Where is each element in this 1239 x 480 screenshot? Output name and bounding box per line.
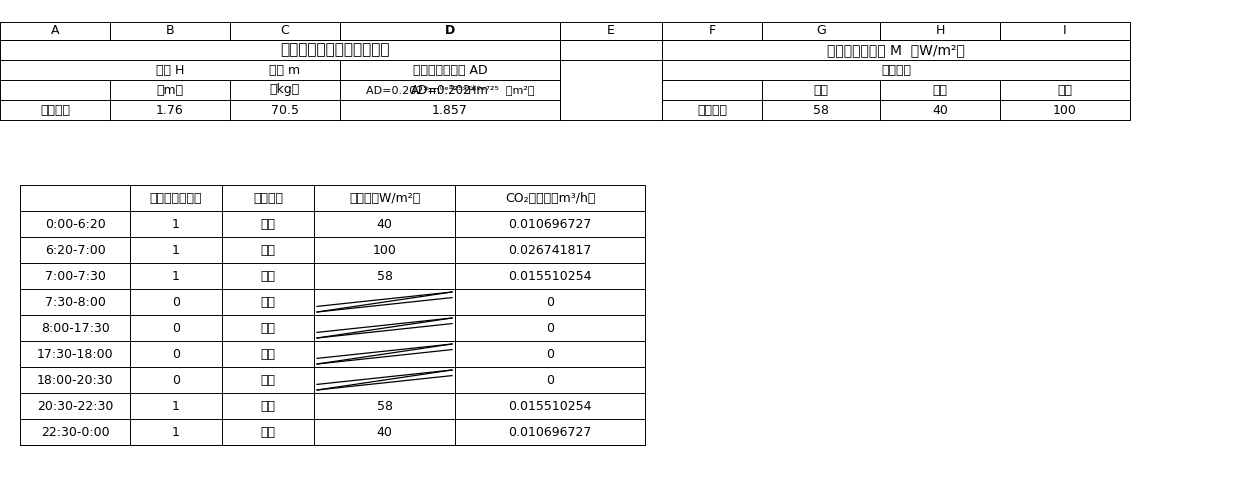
Text: H: H (935, 24, 944, 37)
Text: 在外: 在外 (260, 348, 275, 360)
Text: 0.010696727: 0.010696727 (508, 425, 592, 439)
Text: 8:00-17:30: 8:00-17:30 (41, 322, 109, 335)
Bar (110, 22, 230, 40)
Text: 7:00-7:30: 7:00-7:30 (45, 269, 105, 283)
Text: 身高 H: 身高 H (156, 63, 185, 76)
Text: 1: 1 (172, 425, 180, 439)
Bar (20, 185, 646, 445)
Text: 炊事: 炊事 (1058, 84, 1073, 96)
Text: 1: 1 (172, 269, 180, 283)
Text: 1.857: 1.857 (432, 104, 468, 117)
Text: 0: 0 (172, 373, 180, 386)
Text: 1: 1 (172, 399, 180, 412)
Text: 静坐: 静坐 (260, 269, 275, 283)
Bar (662, 22, 762, 40)
Text: 0: 0 (546, 348, 554, 360)
Text: 70.5: 70.5 (271, 104, 299, 117)
Text: 人体新陈代谢率 M  （W/m²）: 人体新陈代谢率 M （W/m²） (828, 43, 965, 57)
Text: （kg）: （kg） (270, 84, 300, 96)
Text: 17:30-18:00: 17:30-18:00 (37, 348, 113, 360)
Bar (230, 22, 339, 40)
Text: 0.015510254: 0.015510254 (508, 399, 592, 412)
Text: 在外: 在外 (260, 322, 275, 335)
Text: （m）: （m） (156, 84, 183, 96)
Text: E: E (607, 24, 615, 37)
Text: F: F (709, 24, 716, 37)
Text: 0:00-6:20: 0:00-6:20 (45, 217, 105, 230)
Text: 1.76: 1.76 (156, 104, 183, 117)
Text: 0: 0 (546, 322, 554, 335)
Text: 人员数量（人）: 人员数量（人） (150, 192, 202, 204)
Text: 在外: 在外 (260, 373, 275, 386)
Text: I: I (1063, 24, 1067, 37)
Text: B: B (166, 24, 175, 37)
Text: 20:30-22:30: 20:30-22:30 (37, 399, 113, 412)
Text: 成年男子: 成年男子 (698, 104, 727, 117)
Text: 0.015510254: 0.015510254 (508, 269, 592, 283)
Text: 炊事: 炊事 (260, 243, 275, 256)
Text: 睡眠: 睡眠 (260, 217, 275, 230)
Text: A: A (51, 24, 59, 37)
Bar (339, 22, 560, 40)
Text: 58: 58 (813, 104, 829, 117)
Text: 活动类型: 活动类型 (881, 63, 911, 76)
Text: 0: 0 (546, 296, 554, 309)
Bar (662, 40, 1130, 120)
Text: 18:00-20:30: 18:00-20:30 (37, 373, 113, 386)
Text: 人体皮肤表面积 AD: 人体皮肤表面积 AD (413, 63, 487, 76)
Text: 1: 1 (172, 217, 180, 230)
Text: 7:30-8:00: 7:30-8:00 (45, 296, 105, 309)
Text: 0: 0 (546, 373, 554, 386)
Text: C: C (280, 24, 290, 37)
Text: 100: 100 (1053, 104, 1077, 117)
Bar (762, 22, 880, 40)
Text: 睡眠: 睡眠 (260, 425, 275, 439)
Text: 6:20-7:00: 6:20-7:00 (45, 243, 105, 256)
Bar (1000, 22, 1130, 40)
Text: 58: 58 (377, 269, 393, 283)
Text: 40: 40 (377, 425, 393, 439)
Text: 1: 1 (172, 243, 180, 256)
Text: 代谢率（W/m²）: 代谢率（W/m²） (349, 192, 420, 204)
Text: 睡眠: 睡眠 (933, 84, 948, 96)
Bar (0, 22, 110, 40)
Text: 静坐: 静坐 (260, 399, 275, 412)
Text: AD=0.202*m: AD=0.202*m (411, 84, 489, 96)
Text: 体重 m: 体重 m (269, 63, 301, 76)
Text: D: D (445, 24, 455, 37)
Text: 0.010696727: 0.010696727 (508, 217, 592, 230)
Text: 100: 100 (373, 243, 396, 256)
Text: CO₂散发率（m³/h）: CO₂散发率（m³/h） (504, 192, 595, 204)
Bar (560, 40, 662, 120)
Text: 22:30-0:00: 22:30-0:00 (41, 425, 109, 439)
Text: 活动类型: 活动类型 (253, 192, 282, 204)
Text: 0: 0 (172, 296, 180, 309)
Text: AD=0.202*m⁰ᵉ⁴²⁵*H⁰ᵉ⁷²⁵  （m²）: AD=0.202*m⁰ᵉ⁴²⁵*H⁰ᵉ⁷²⁵ （m²） (366, 85, 534, 95)
Text: 40: 40 (932, 104, 948, 117)
Bar (880, 22, 1000, 40)
Text: 家庭结构及其人体生理参数: 家庭结构及其人体生理参数 (280, 43, 390, 58)
Text: G: G (817, 24, 826, 37)
Text: 0: 0 (172, 322, 180, 335)
Text: 静坐: 静坐 (814, 84, 829, 96)
Text: 40: 40 (377, 217, 393, 230)
Bar (560, 22, 662, 40)
Bar (0, 40, 560, 120)
Text: 0: 0 (172, 348, 180, 360)
Text: 58: 58 (377, 399, 393, 412)
Text: 成年男子: 成年男子 (40, 104, 69, 117)
Text: 在外: 在外 (260, 296, 275, 309)
Text: 0.026741817: 0.026741817 (508, 243, 592, 256)
